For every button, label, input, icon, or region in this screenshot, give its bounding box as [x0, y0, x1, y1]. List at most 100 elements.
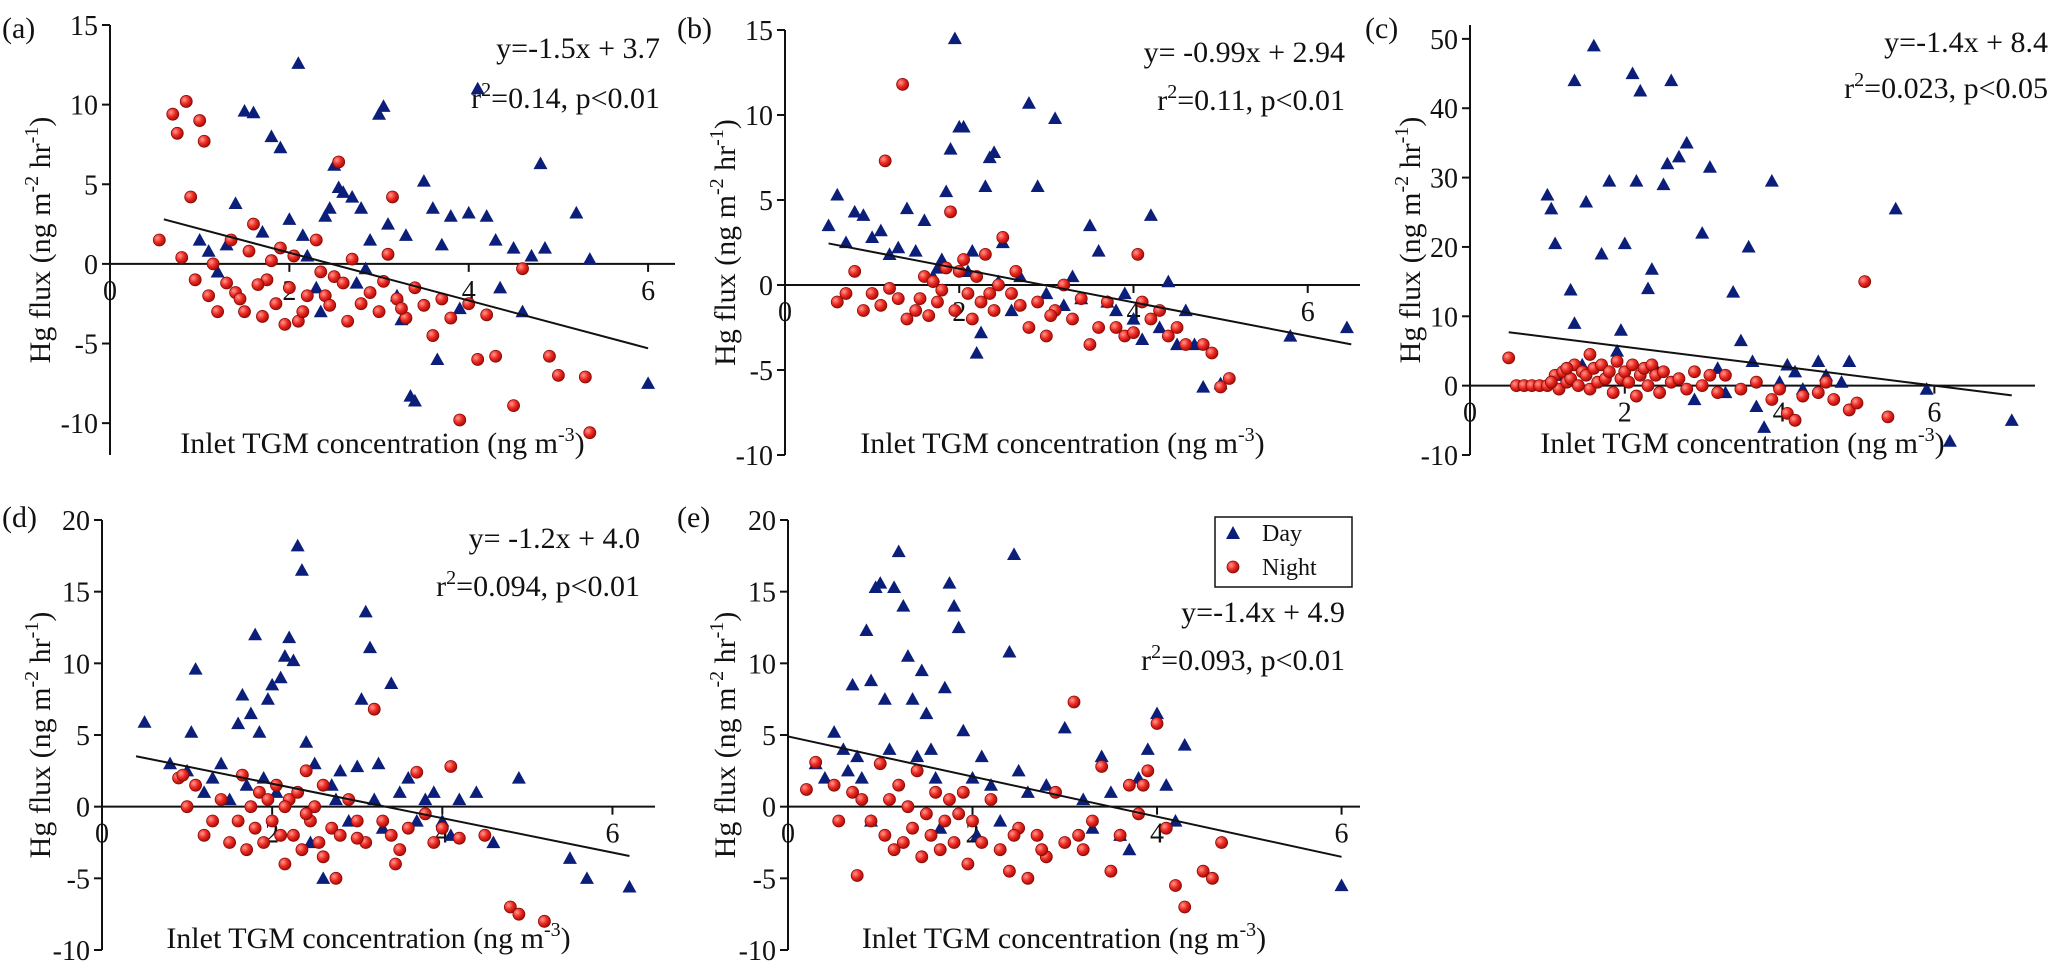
night-point — [944, 205, 957, 219]
day-point — [336, 185, 351, 198]
day-point — [1671, 149, 1686, 163]
x-axis-unit-close: ) — [1935, 427, 1945, 460]
day-point — [362, 640, 377, 654]
y-axis-label: Hg flux (ng m-2 hr-1) — [21, 612, 57, 859]
night-point — [269, 297, 283, 311]
night-point — [1104, 864, 1118, 878]
x-tick-label: 6 — [1335, 819, 1349, 850]
y-tick-label: -5 — [753, 864, 776, 895]
day-point — [1177, 738, 1192, 751]
night-point — [336, 276, 350, 290]
night-point — [333, 828, 347, 842]
night-point — [1630, 389, 1643, 403]
y-axis-unit-mid: hr — [1394, 143, 1427, 176]
y-axis-unit-exponent-1: -2 — [706, 178, 728, 195]
y-tick-label: -10 — [61, 409, 98, 440]
y-tick-label: -10 — [736, 441, 773, 472]
night-point — [257, 836, 271, 849]
night-point — [1144, 312, 1158, 326]
y-tick-label: 10 — [748, 649, 776, 680]
night-point — [583, 426, 597, 440]
y-tick-label: 15 — [70, 11, 98, 42]
y-tick-label: 10 — [1430, 302, 1458, 333]
day-point — [409, 814, 424, 827]
panel-label: (e) — [677, 501, 710, 534]
night-point — [1672, 372, 1686, 386]
day-point — [899, 201, 914, 215]
night-point — [453, 413, 467, 427]
day-point — [434, 237, 449, 251]
night-point — [214, 793, 228, 806]
day-point — [817, 771, 832, 784]
day-point — [1122, 842, 1137, 856]
night-point — [1622, 375, 1636, 389]
x-axis-unit: (ng m — [1847, 427, 1918, 460]
y-axis-unit-mid: hr — [709, 638, 742, 671]
stats-r-exponent: 2 — [481, 79, 491, 101]
regression-equation: y=-1.4x + 4.9 — [1181, 596, 1345, 629]
night-point — [376, 814, 390, 828]
x-tick-label: 0 — [778, 297, 792, 328]
x-axis-unit-close: ) — [575, 427, 585, 460]
night-point — [325, 821, 339, 835]
night-point — [1583, 348, 1597, 361]
night-point — [247, 217, 260, 231]
y-axis-unit-exponent-1: -2 — [1391, 176, 1413, 193]
day-point — [873, 223, 888, 237]
day-point — [1548, 236, 1563, 250]
night-point — [891, 292, 905, 306]
day-point — [231, 716, 246, 730]
y-tick-label: -10 — [53, 936, 90, 967]
day-point — [430, 352, 445, 366]
night-point — [363, 286, 377, 299]
night-point — [800, 783, 813, 796]
night-point — [312, 836, 326, 849]
night-point — [919, 807, 933, 821]
night-point — [1021, 871, 1035, 885]
day-point — [1629, 174, 1644, 187]
day-point — [1942, 434, 1957, 447]
night-point — [251, 278, 265, 291]
night-point — [1214, 380, 1228, 394]
day-point — [914, 663, 929, 677]
day-point — [859, 623, 874, 636]
y-axis-title: Hg flux — [1394, 271, 1427, 364]
day-point — [1152, 320, 1167, 334]
night-point — [552, 368, 565, 382]
y-axis-unit-mid: hr — [709, 146, 742, 179]
day-point — [1002, 644, 1017, 658]
night-point — [543, 349, 556, 363]
day-point — [905, 692, 920, 705]
regression-line — [787, 735, 1342, 858]
x-axis-unit: (ng m — [1167, 427, 1238, 460]
night-point — [909, 304, 923, 317]
day-point — [1602, 174, 1617, 187]
night-point — [1076, 843, 1090, 857]
day-point — [1633, 83, 1648, 97]
y-tick-label: 5 — [762, 721, 776, 752]
day-point — [294, 563, 309, 576]
night-point — [1205, 871, 1219, 885]
day-point — [1007, 547, 1022, 560]
day-point — [286, 653, 301, 667]
day-point — [1726, 285, 1741, 298]
night-point — [231, 814, 245, 828]
y-axis-unit-exponent-1: -2 — [21, 176, 43, 193]
x-axis-unit-exponent: -3 — [558, 424, 575, 446]
night-point — [992, 278, 1005, 292]
x-tick-label: 4 — [1773, 398, 1787, 429]
x-tick-label: 6 — [605, 819, 619, 850]
stats-values: =0.093, p<0.01 — [1161, 644, 1345, 677]
night-point — [896, 836, 910, 849]
x-tick-label: 0 — [1463, 398, 1477, 429]
night-point — [922, 309, 936, 323]
night-point — [299, 807, 313, 821]
regression-equation: y=-1.5x + 3.7 — [496, 32, 660, 65]
day-point — [416, 174, 431, 187]
day-point — [1126, 312, 1141, 325]
day-point — [569, 205, 584, 219]
day-point — [1594, 246, 1609, 260]
day-point — [978, 179, 993, 192]
night-point — [896, 78, 910, 91]
